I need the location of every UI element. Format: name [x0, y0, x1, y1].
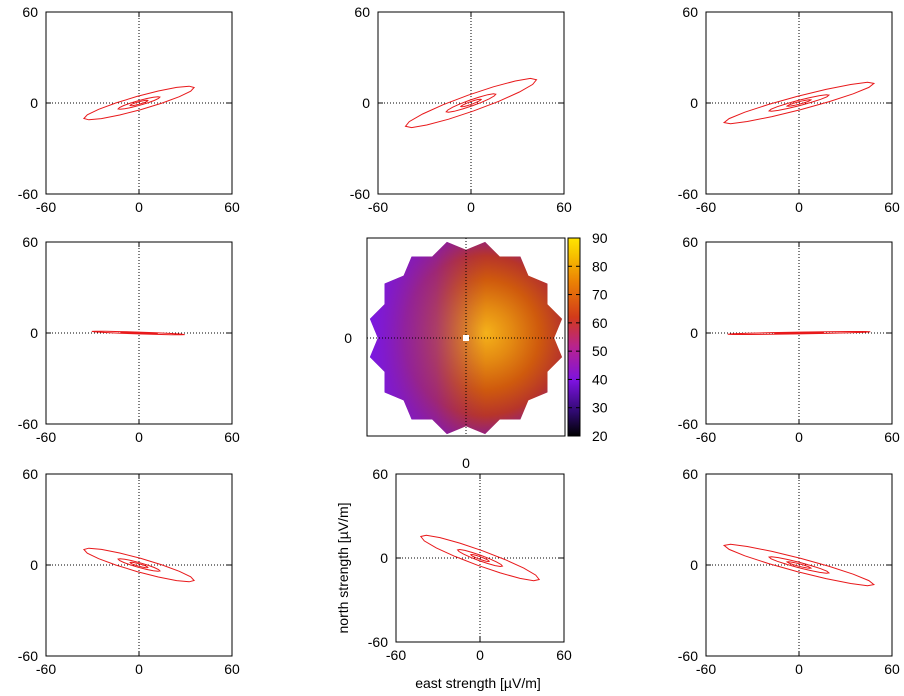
ellipse-contour [129, 561, 149, 569]
x-tick-label: 0 [476, 647, 484, 663]
ellipse-contour [456, 548, 504, 568]
heatmap-center-marker [463, 335, 469, 341]
y-tick-label: -60 [350, 186, 370, 202]
y-tick-label: -60 [18, 416, 38, 432]
x-tick-label: -60 [36, 199, 56, 215]
ellipse-contour [117, 96, 161, 110]
panel-bottom-center: -60 0 60 60 0 -60 [368, 466, 572, 663]
x-tick-label: 0 [795, 199, 803, 215]
x-tick-label: -60 [696, 429, 716, 445]
ellipse-contour [404, 77, 538, 129]
panel-middle-right: -60 0 60 60 0 -60 [678, 234, 900, 445]
y-tick-label: 0 [690, 557, 698, 573]
y-axis-label: north strength [µV/m] [335, 502, 351, 633]
colorbar-tick-label: 90 [592, 230, 608, 246]
ellipse-contour [469, 553, 491, 563]
colorbar-ticks: 90 80 70 60 50 40 30 20 [568, 230, 608, 444]
x-tick-label: 60 [884, 199, 900, 215]
panel-top-left: -60 0 60 60 0 -60 [18, 4, 240, 215]
y-tick-label: 60 [372, 466, 388, 482]
y-tick-label: 0 [30, 557, 38, 573]
y-tick-label: 0 [30, 325, 38, 341]
y-tick-label: 60 [22, 466, 38, 482]
panel-bottom-left: -60 0 60 60 0 -60 [18, 466, 240, 677]
x-tick-label: 60 [556, 647, 572, 663]
y-tick-label: 60 [682, 466, 698, 482]
y-tick-label: 0 [380, 550, 388, 566]
x-tick-label: -60 [696, 199, 716, 215]
ellipse-contour [727, 331, 871, 335]
y-tick-label: 60 [354, 4, 370, 20]
y-tick-label: -60 [678, 186, 698, 202]
ellipse-contour [129, 99, 149, 107]
y-tick-label: 60 [682, 234, 698, 250]
panel-top-center: -60 0 60 60 0 -60 [350, 4, 572, 215]
x-tick-label: 60 [884, 661, 900, 677]
x-tick-label: -60 [368, 199, 388, 215]
colorbar-tick-label: 20 [592, 428, 608, 444]
colorbar-tick-label: 70 [592, 287, 608, 303]
y-tick-label: 60 [22, 234, 38, 250]
y-tick-label: -60 [678, 648, 698, 664]
ellipse-contour [785, 561, 813, 569]
ellipse-contour [722, 543, 876, 587]
panel-middle-left: -60 0 60 60 0 -60 [18, 234, 240, 445]
colorbar-tick-label: 80 [592, 258, 608, 274]
colorbar-tick-label: 40 [592, 371, 608, 387]
ellipse-contour [419, 534, 541, 582]
x-tick-label: 60 [556, 199, 572, 215]
y-tick-label: -60 [368, 634, 388, 650]
x-tick-label: 60 [224, 199, 240, 215]
panel-bottom-right: -60 0 60 60 0 -60 [678, 466, 900, 677]
x-tick-label: -60 [36, 429, 56, 445]
y-tick-label: -60 [18, 648, 38, 664]
center-heatmap-panel: 0 0 90 80 70 60 50 40 30 20 [344, 230, 608, 471]
x-tick-label: 60 [224, 661, 240, 677]
ellipse-contour [82, 547, 196, 583]
y-tick-label: 0 [690, 325, 698, 341]
ellipse-contour [774, 331, 824, 335]
x-tick-label: 0 [467, 199, 475, 215]
ellipse-contour [120, 331, 158, 335]
colorbar-tick-label: 60 [592, 315, 608, 331]
colorbar [567, 237, 581, 437]
ellipse-contour [459, 98, 483, 108]
y-tick-label: -60 [678, 416, 698, 432]
ellipse-contour [445, 93, 497, 113]
ellipse-contour [91, 330, 185, 336]
y-tick-label: 60 [682, 4, 698, 20]
y-tick-label: -60 [18, 186, 38, 202]
heatmap-ytick: 0 [344, 330, 352, 346]
x-tick-label: 60 [224, 429, 240, 445]
x-tick-label: 0 [135, 199, 143, 215]
x-axis-label: east strength [µV/m] [415, 675, 541, 691]
y-tick-label: 0 [362, 95, 370, 111]
ellipse-contour [767, 94, 831, 112]
x-tick-label: -60 [696, 661, 716, 677]
panel-top-right: -60 0 60 60 0 -60 [678, 4, 900, 215]
y-tick-label: 0 [690, 95, 698, 111]
x-tick-label: -60 [36, 661, 56, 677]
x-tick-label: 60 [884, 429, 900, 445]
heatmap-xtick: 0 [462, 455, 470, 471]
y-tick-label: 60 [22, 4, 38, 20]
x-tick-label: 0 [795, 661, 803, 677]
x-tick-label: 0 [795, 429, 803, 445]
x-tick-label: 0 [135, 429, 143, 445]
colorbar-tick-label: 50 [592, 343, 608, 359]
x-tick-label: 0 [135, 661, 143, 677]
ellipse-contour [785, 99, 813, 107]
ellipse-contour [117, 558, 161, 572]
y-tick-label: 0 [30, 95, 38, 111]
ellipse-contour [767, 556, 831, 574]
x-tick-label: -60 [386, 647, 406, 663]
ellipse-contour [722, 81, 876, 125]
ellipse-contour [82, 85, 196, 121]
colorbar-tick-label: 30 [592, 400, 608, 416]
